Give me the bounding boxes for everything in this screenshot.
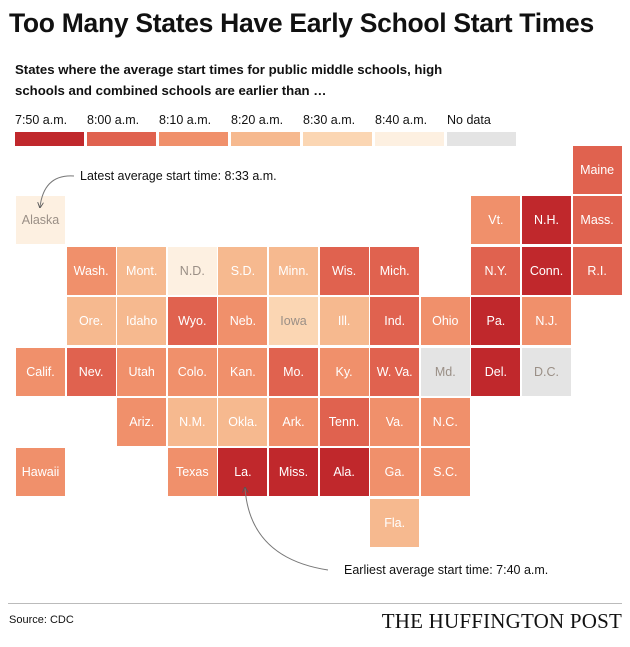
legend-label: 8:30 a.m. xyxy=(303,113,356,127)
earliest-annotation: Earliest average start time: 7:40 a.m. xyxy=(344,563,549,577)
state-tile-ark: Ark. xyxy=(269,398,318,446)
legend-item: 8:20 a.m. xyxy=(231,112,300,146)
legend-label: 8:10 a.m. xyxy=(159,113,212,127)
state-tile-kan: Kan. xyxy=(218,347,268,396)
state-tile-fla: Fla. xyxy=(370,498,420,547)
state-tile-utah: Utah xyxy=(117,347,167,396)
state-tile-neb: Neb. xyxy=(218,297,268,346)
state-tile-md: Md. xyxy=(420,347,470,396)
state-tile-mont: Mont. xyxy=(117,246,167,295)
state-tile-conn: Conn. xyxy=(522,246,571,295)
state-tile-wash: Wash. xyxy=(66,246,116,295)
legend-label: 8:00 a.m. xyxy=(87,113,140,127)
state-tile-iowa: Iowa xyxy=(269,297,318,346)
state-tile-minn: Minn. xyxy=(269,246,318,295)
state-tile-calif: Calif. xyxy=(16,347,65,396)
chart-subtitle: States where the average start times for… xyxy=(15,62,443,98)
legend-item: 7:50 a.m. xyxy=(15,112,84,146)
brand-logo: THE HUFFINGTON POST xyxy=(381,609,622,633)
state-tile-ohio: Ohio xyxy=(420,297,470,346)
state-tile-ala: Ala. xyxy=(319,448,369,497)
legend-item: 8:40 a.m. xyxy=(375,112,444,146)
state-tile-s-c: S.C. xyxy=(420,448,470,497)
state-tile-maine: Maine xyxy=(572,146,622,194)
legend-item: No data xyxy=(447,112,516,146)
state-tile-va: Va. xyxy=(370,398,420,446)
state-tile-n-d: N.D. xyxy=(167,246,217,295)
state-tile-okla: Okla. xyxy=(218,398,268,446)
state-tile-mo: Mo. xyxy=(269,347,318,396)
state-tile-miss: Miss. xyxy=(269,448,318,497)
legend-label: 8:40 a.m. xyxy=(375,113,428,127)
legend-label: 8:20 a.m. xyxy=(231,113,284,127)
legend-swatch xyxy=(159,132,228,146)
state-tile-nev: Nev. xyxy=(66,347,116,396)
legend: 7:50 a.m. 8:00 a.m. 8:10 a.m. 8:20 a.m. 8:30… xyxy=(15,112,520,148)
state-tile-ky: Ky. xyxy=(319,347,369,396)
legend-label: No data xyxy=(447,113,491,127)
state-tile-texas: Texas xyxy=(167,448,217,497)
state-tile-ore: Ore. xyxy=(66,297,116,346)
state-tile-r-i: R.I. xyxy=(572,246,622,295)
state-tile-ill: Ill. xyxy=(319,297,369,346)
legend-item: 8:30 a.m. xyxy=(303,112,372,146)
chart-title: Too Many States Have Early School Start … xyxy=(9,8,594,38)
state-tile-wis: Wis. xyxy=(319,246,369,295)
state-tile-colo: Colo. xyxy=(167,347,217,396)
state-tile-n-j: N.J. xyxy=(522,297,571,346)
state-tile-del: Del. xyxy=(471,347,521,396)
state-tile-ariz: Ariz. xyxy=(117,398,167,446)
state-tile-tenn: Tenn. xyxy=(319,398,369,446)
latest-annotation: Latest average start time: 8:33 a.m. xyxy=(80,169,277,183)
state-tile-ind: Ind. xyxy=(370,297,420,346)
state-tile-mich: Mich. xyxy=(370,246,420,295)
state-tile-w-va: W. Va. xyxy=(370,347,420,396)
legend-swatch xyxy=(231,132,300,146)
legend-item: 8:10 a.m. xyxy=(159,112,228,146)
state-tile-n-h: N.H. xyxy=(522,196,571,245)
state-tile-s-d: S.D. xyxy=(218,246,268,295)
legend-swatch xyxy=(87,132,156,146)
state-tile-n-c: N.C. xyxy=(420,398,470,446)
legend-label: 7:50 a.m. xyxy=(15,113,68,127)
earliest-arrow xyxy=(245,488,329,571)
legend-swatch xyxy=(375,132,444,146)
latest-arrow xyxy=(40,175,75,207)
source-note: Source: CDC xyxy=(9,614,74,626)
legend-swatch xyxy=(447,132,516,146)
state-tile-n-y: N.Y. xyxy=(471,246,521,295)
state-tile-pa: Pa. xyxy=(471,297,521,346)
state-tile-wyo: Wyo. xyxy=(167,297,217,346)
state-tile-vt: Vt. xyxy=(471,196,521,245)
state-tile-hawaii: Hawaii xyxy=(16,448,65,497)
state-tile-ga: Ga. xyxy=(370,448,420,497)
state-tile-mass: Mass. xyxy=(572,196,622,245)
legend-swatch xyxy=(303,132,372,146)
legend-item: 8:00 a.m. xyxy=(87,112,156,146)
legend-swatch xyxy=(15,132,84,146)
state-tile-n-m: N.M. xyxy=(167,398,217,446)
footer-divider xyxy=(8,603,622,604)
state-tile-idaho: Idaho xyxy=(117,297,167,346)
state-tile-d-c: D.C. xyxy=(522,347,571,396)
